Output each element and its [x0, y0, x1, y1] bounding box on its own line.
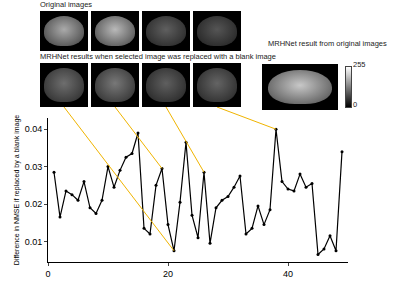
svg-text:20: 20	[163, 269, 173, 279]
svg-text:40: 40	[283, 269, 293, 279]
html-text:MRHNet result from original im: MRHNet result from original images	[268, 39, 387, 48]
svg-text:0.04: 0.04	[25, 124, 43, 134]
svg-text:Difference in NMSE if replaced: Difference in NMSE if replaced by a blan…	[13, 115, 21, 266]
html-text:MRHNet results when selected i: MRHNet results when selected image was r…	[40, 52, 276, 61]
html-text:Original images: Original images	[40, 0, 93, 9]
html-text:255: 255	[353, 60, 366, 69]
svg-text:0.03: 0.03	[25, 162, 43, 172]
html-text:0: 0	[353, 100, 358, 109]
svg-text:0.02: 0.02	[25, 199, 43, 209]
svg-text:0.01: 0.01	[25, 237, 43, 247]
svg-text:0: 0	[45, 269, 50, 279]
